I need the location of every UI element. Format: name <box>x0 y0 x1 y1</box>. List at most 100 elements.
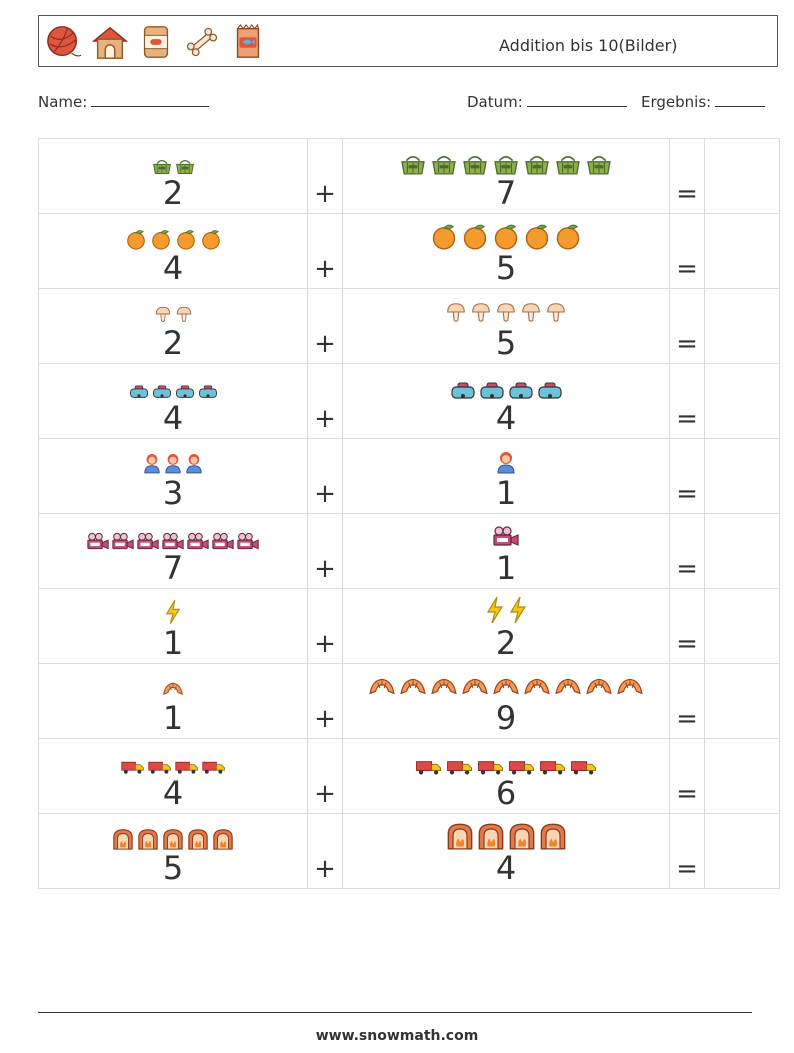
vr-headset-icon <box>537 382 563 400</box>
plus-sign: + <box>314 479 336 509</box>
truck-icon <box>201 759 226 775</box>
addend-b-number: 5 <box>495 324 517 362</box>
croissant-icon <box>430 676 458 700</box>
answer-cell[interactable] <box>704 438 780 514</box>
icon-group <box>446 822 567 850</box>
addend-b-cell: 2 <box>342 588 670 664</box>
truck-icon <box>446 759 474 775</box>
addend-b-cell: 6 <box>342 738 670 814</box>
addend-b-number: 1 <box>495 549 517 587</box>
bone-icon <box>183 21 221 63</box>
orange-icon <box>200 228 222 250</box>
croissant-icon <box>368 676 396 700</box>
green-basket-icon <box>554 153 582 175</box>
icon-group <box>430 222 582 250</box>
green-basket-icon <box>523 153 551 175</box>
icon-group <box>112 828 234 850</box>
plus-sign: + <box>314 404 336 434</box>
pet-food-bag-icon <box>229 21 267 63</box>
fireplace-icon <box>212 828 234 850</box>
icon-group <box>164 599 182 625</box>
icon-group <box>399 153 613 175</box>
addend-b-number: 4 <box>495 399 517 437</box>
answer-cell[interactable] <box>704 588 780 664</box>
addend-a-cell: 4 <box>38 213 308 289</box>
addend-a-number: 2 <box>162 174 184 212</box>
answer-cell[interactable] <box>704 138 780 214</box>
plus-sign: + <box>314 629 336 659</box>
green-basket-icon <box>492 153 520 175</box>
orange-icon <box>125 228 147 250</box>
addend-b-number: 7 <box>495 174 517 212</box>
icon-group <box>152 157 195 175</box>
person-icon <box>143 451 161 475</box>
date-field[interactable]: Datum: <box>467 93 627 111</box>
problem-row: 4 +5 = <box>38 213 780 289</box>
worksheet-header: Addition bis 10(Bilder) <box>38 15 778 67</box>
equals-sign: = <box>676 629 698 659</box>
green-basket-icon <box>399 153 427 175</box>
answer-cell[interactable] <box>704 288 780 364</box>
result-line[interactable] <box>715 93 766 107</box>
name-field[interactable]: Name: <box>38 93 210 111</box>
mushroom-icon <box>470 299 492 325</box>
plus-cell: + <box>307 213 343 289</box>
plus-sign: + <box>314 779 336 809</box>
icon-group <box>485 595 528 625</box>
answer-cell[interactable] <box>704 363 780 439</box>
plus-sign: + <box>314 179 336 209</box>
answer-cell[interactable] <box>704 813 780 889</box>
date-label: Datum: <box>467 93 523 111</box>
fireplace-icon <box>162 828 184 850</box>
fireplace-icon <box>477 822 505 850</box>
plus-cell: + <box>307 438 343 514</box>
green-basket-icon <box>175 157 195 175</box>
fireplace-icon <box>446 822 474 850</box>
vr-headset-icon <box>175 384 195 400</box>
fireplace-icon <box>508 822 536 850</box>
equals-sign: = <box>676 854 698 884</box>
addend-a-cell: 1 <box>38 663 308 739</box>
icon-group <box>154 303 193 325</box>
addend-a-cell: 5 <box>38 813 308 889</box>
addend-a-number: 4 <box>162 774 184 812</box>
answer-cell[interactable] <box>704 663 780 739</box>
addend-b-cell: 4 <box>342 363 670 439</box>
orange-icon <box>430 222 458 250</box>
truck-icon <box>120 759 145 775</box>
addend-a-cell: 1 <box>38 588 308 664</box>
mushroom-icon <box>154 303 172 325</box>
vr-headset-icon <box>450 382 476 400</box>
addend-b-number: 5 <box>495 249 517 287</box>
orange-icon <box>492 222 520 250</box>
date-line[interactable] <box>526 93 627 107</box>
equals-cell: = <box>669 663 705 739</box>
icon-group <box>125 228 222 250</box>
person-icon <box>185 451 203 475</box>
croissant-icon <box>492 676 520 700</box>
answer-cell[interactable] <box>704 213 780 289</box>
fireplace-icon <box>539 822 567 850</box>
mushroom-icon <box>495 299 517 325</box>
problem-row: 4 +6 = <box>38 738 780 814</box>
answer-cell[interactable] <box>704 513 780 589</box>
answer-cell[interactable] <box>704 738 780 814</box>
movie-camera-icon <box>493 522 519 550</box>
icon-group <box>162 680 184 700</box>
addend-a-number: 7 <box>162 549 184 587</box>
truck-icon <box>147 759 172 775</box>
orange-icon <box>461 222 489 250</box>
equals-sign: = <box>676 479 698 509</box>
truck-icon <box>477 759 505 775</box>
person-icon <box>164 451 182 475</box>
vr-headset-icon <box>198 384 218 400</box>
icon-group <box>368 676 644 700</box>
equals-sign: = <box>676 404 698 434</box>
problem-row: 4 +4 = <box>38 363 780 439</box>
problem-row: 5 +4 = <box>38 813 780 889</box>
name-line[interactable] <box>91 93 210 107</box>
addend-a-number: 3 <box>162 474 184 512</box>
croissant-icon <box>585 676 613 700</box>
addend-a-number: 2 <box>162 324 184 362</box>
result-field[interactable]: Ergebnis: <box>641 93 766 111</box>
